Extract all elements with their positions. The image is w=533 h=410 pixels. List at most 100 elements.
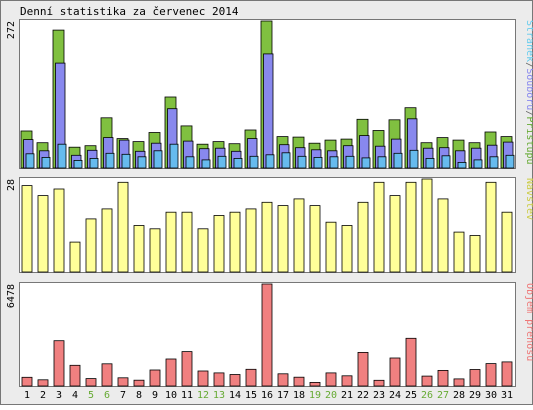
bar-traffic-stránek-day-28	[457, 161, 467, 169]
x-tick-label-day-11: 11	[181, 390, 193, 401]
bar-volume-objem-přenosu-day-2	[37, 379, 49, 387]
x-tick-label-day-17: 17	[277, 390, 289, 401]
legend-item-traffic-4: Přístupů	[524, 116, 533, 164]
bar-traffic-stránek-day-25	[409, 149, 419, 169]
x-tick-label-day-3: 3	[56, 390, 62, 401]
bar-volume-objem-přenosu-day-15	[245, 368, 257, 387]
bar-volume-objem-přenosu-day-6	[101, 363, 113, 387]
bar-traffic-stránek-day-3	[57, 143, 67, 169]
y-max-label-traffic: 272	[6, 21, 17, 39]
bar-traffic-stránek-day-17	[281, 152, 291, 169]
x-tick-label-day-26: 26	[421, 390, 433, 401]
bar-volume-objem-přenosu-day-12	[197, 370, 209, 387]
bar-volume-objem-přenosu-day-18	[293, 376, 305, 387]
bar-visits-návštěv-day-13	[213, 215, 225, 273]
bar-visits-návštěv-day-4	[69, 241, 81, 273]
x-tick-label-day-23: 23	[373, 390, 385, 401]
x-tick-label-day-25: 25	[405, 390, 417, 401]
bar-volume-objem-přenosu-day-3	[53, 340, 65, 387]
bar-visits-návštěv-day-20	[325, 221, 337, 273]
bar-visits-návštěv-day-27	[437, 198, 449, 273]
bar-traffic-stránek-day-23	[377, 156, 387, 169]
bar-traffic-stránek-day-2	[41, 156, 51, 169]
x-tick-label-day-14: 14	[229, 390, 241, 401]
bar-traffic-stránek-day-27	[441, 155, 451, 169]
x-tick-label-day-2: 2	[40, 390, 46, 401]
bar-volume-objem-přenosu-day-14	[229, 374, 241, 387]
x-tick-label-day-21: 21	[341, 390, 353, 401]
legend-visits: Návštěv	[524, 178, 533, 220]
x-tick-label-day-16: 16	[261, 390, 273, 401]
bar-traffic-stránek-day-6	[105, 152, 115, 169]
bar-visits-návštěv-day-7	[117, 181, 129, 273]
bar-traffic-souborů-day-16	[263, 53, 274, 169]
x-tick-label-day-13: 13	[213, 390, 225, 401]
bar-visits-návštěv-day-2	[37, 195, 49, 273]
x-tick-label-day-19: 19	[309, 390, 321, 401]
x-tick-label-day-5: 5	[88, 390, 94, 401]
x-tick-label-day-4: 4	[72, 390, 78, 401]
bar-volume-objem-přenosu-day-7	[117, 377, 129, 387]
bar-visits-návštěv-day-15	[245, 208, 257, 273]
bar-visits-návštěv-day-19	[309, 205, 321, 273]
bar-volume-objem-přenosu-day-21	[341, 375, 353, 387]
x-tick-label-day-28: 28	[453, 390, 465, 401]
bar-traffic-stránek-day-10	[169, 143, 179, 169]
x-tick-label-day-31: 31	[501, 390, 513, 401]
bar-traffic-stránek-day-14	[233, 157, 243, 169]
y-max-label-visits: 28	[6, 179, 17, 191]
bar-visits-návštěv-day-1	[21, 185, 33, 273]
x-tick-label-day-8: 8	[136, 390, 142, 401]
bar-volume-objem-přenosu-day-23	[373, 379, 385, 387]
bar-visits-návštěv-day-21	[341, 225, 353, 273]
bar-volume-objem-přenosu-day-13	[213, 372, 225, 387]
bar-visits-návštěv-day-30	[485, 181, 497, 273]
bar-traffic-stránek-day-21	[345, 155, 355, 169]
bar-volume-objem-přenosu-day-4	[69, 364, 81, 387]
bar-traffic-stránek-day-26	[425, 157, 435, 169]
bar-visits-návštěv-day-10	[165, 211, 177, 273]
bar-volume-objem-přenosu-day-24	[389, 357, 401, 387]
bar-traffic-stránek-day-9	[153, 150, 163, 169]
bar-volume-objem-přenosu-day-25	[405, 337, 417, 387]
bar-visits-návštěv-day-24	[389, 195, 401, 273]
bar-visits-návštěv-day-18	[293, 198, 305, 273]
bar-volume-objem-přenosu-day-31	[501, 361, 513, 387]
legend-item-traffic-0: Stránek	[524, 20, 533, 62]
bar-traffic-stránek-day-8	[137, 156, 147, 169]
legend-item-volume-0: Objem přenosu	[524, 283, 533, 361]
x-tick-label-day-12: 12	[197, 390, 209, 401]
bar-volume-objem-přenosu-day-17	[277, 373, 289, 387]
bar-visits-návštěv-day-5	[85, 218, 97, 273]
legend-traffic: Stránek/Souborů/Přístupů	[524, 20, 533, 165]
bar-visits-návštěv-day-11	[181, 211, 193, 273]
bar-volume-objem-přenosu-day-28	[453, 378, 465, 387]
x-tick-label-day-30: 30	[485, 390, 497, 401]
bar-traffic-stránek-day-20	[329, 156, 339, 169]
bar-visits-návštěv-day-22	[357, 201, 369, 273]
bar-visits-návštěv-day-16	[261, 201, 273, 273]
bar-traffic-stránek-day-16	[265, 154, 275, 169]
bar-traffic-stránek-day-4	[73, 159, 83, 169]
x-tick-label-day-29: 29	[469, 390, 481, 401]
bar-volume-objem-přenosu-day-10	[165, 358, 177, 387]
bar-traffic-stránek-day-1	[25, 153, 35, 169]
x-tick-label-day-1: 1	[24, 390, 30, 401]
bar-traffic-stránek-day-29	[473, 159, 483, 169]
bar-volume-objem-přenosu-day-1	[21, 376, 33, 387]
bar-traffic-stránek-day-19	[313, 156, 323, 169]
bar-volume-objem-přenosu-day-27	[437, 369, 449, 387]
bar-volume-objem-přenosu-day-26	[421, 375, 433, 387]
bar-visits-návštěv-day-25	[405, 181, 417, 273]
bar-traffic-stránek-day-24	[393, 152, 403, 169]
x-tick-label-day-24: 24	[389, 390, 401, 401]
bar-traffic-stránek-day-13	[217, 155, 227, 169]
bar-visits-návštěv-day-9	[149, 228, 161, 273]
x-tick-label-day-27: 27	[437, 390, 449, 401]
bar-traffic-stránek-day-7	[121, 153, 131, 169]
bar-volume-objem-přenosu-day-11	[181, 351, 193, 387]
x-tick-label-day-6: 6	[104, 390, 110, 401]
chart-title: Denní statistika za červenec 2014	[20, 5, 239, 18]
bar-visits-návštěv-day-26	[421, 178, 433, 273]
